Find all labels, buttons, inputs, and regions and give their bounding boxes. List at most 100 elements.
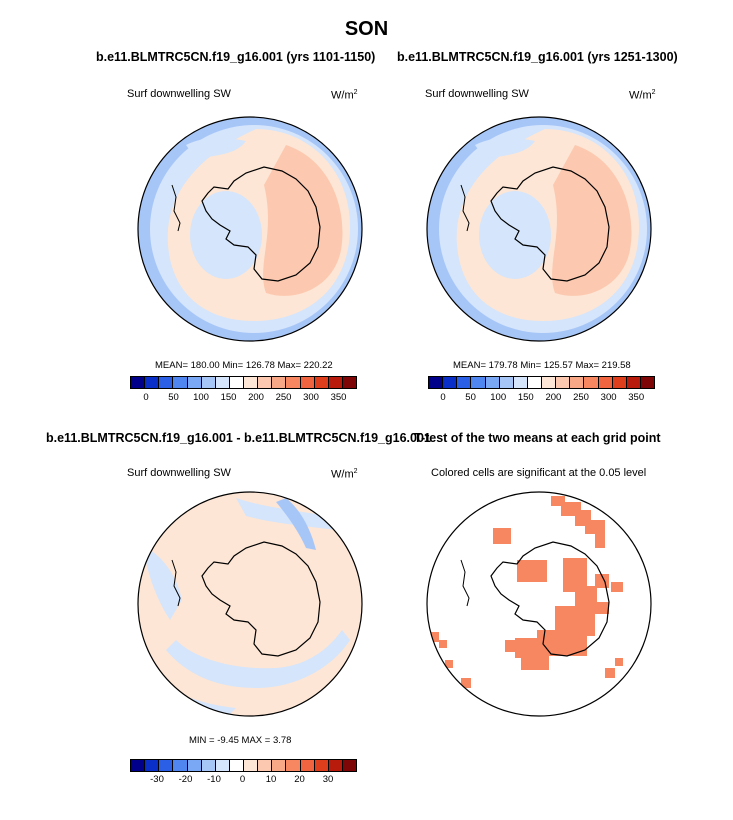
colorbar-tick-label: 0: [440, 392, 446, 403]
colorbar-swatch: [342, 760, 356, 771]
colorbar-swatch: [272, 377, 287, 388]
panel1-colorbar: [130, 376, 357, 389]
figure-title: SON: [344, 18, 389, 40]
colorbar-swatch: [258, 377, 273, 388]
colorbar-tick-label: 0: [239, 774, 246, 785]
colorbar-swatch: [443, 377, 458, 388]
panel2-map: [426, 116, 652, 342]
panel1-variable: Surf downwelling SW: [127, 88, 231, 100]
colorbar-swatch: [429, 377, 444, 388]
colorbar-swatch: [314, 377, 329, 388]
colorbar-tick-label: 0: [143, 392, 149, 403]
panel3-colorbar: [130, 759, 357, 772]
panel2-colorbar: [428, 376, 655, 389]
panel1-map: [137, 116, 363, 342]
panel4-title: T-test of the two means at each grid poi…: [414, 431, 661, 445]
colorbar-tick-label: 100: [490, 392, 507, 403]
colorbar-tick-label: 200: [545, 392, 562, 403]
colorbar-swatch: [499, 377, 514, 388]
units-base: W/m: [629, 89, 652, 102]
colorbar-swatch: [556, 377, 571, 388]
colorbar-swatch: [640, 377, 654, 388]
colorbar-swatch: [286, 377, 301, 388]
panel2-units: W/m2: [629, 89, 656, 102]
colorbar-tick-label: 250: [573, 392, 589, 403]
panel1-units: W/m2: [331, 89, 358, 102]
colorbar-swatch: [229, 760, 244, 771]
panel3-stats: MIN = -9.45 MAX = 3.78: [189, 735, 292, 746]
colorbar-tick-label: 250: [275, 392, 292, 403]
colorbar-swatch: [328, 377, 343, 388]
colorbar-swatch: [201, 760, 216, 771]
colorbar-swatch: [314, 760, 329, 771]
panel1-title: b.e11.BLMTRC5CN.f19_g16.001 (yrs 1101-11…: [96, 50, 376, 64]
panel2-variable: Surf downwelling SW: [425, 88, 529, 100]
colorbar-swatch: [485, 377, 500, 388]
panel3-units: W/m2: [331, 468, 358, 481]
colorbar-swatch: [542, 377, 557, 388]
colorbar-tick-label: -10: [207, 774, 221, 785]
colorbar-swatch: [173, 760, 188, 771]
colorbar-swatch: [215, 377, 230, 388]
colorbar-tick-label: 350: [628, 392, 645, 403]
colorbar-tick-label: -20: [178, 774, 193, 785]
panel3-variable: Surf downwelling SW: [127, 467, 231, 479]
colorbar-swatch: [342, 377, 356, 388]
colorbar-tick-label: 200: [248, 392, 264, 403]
colorbar-tick-label: 300: [303, 392, 319, 403]
colorbar-swatch: [513, 377, 528, 388]
colorbar-swatch: [159, 760, 174, 771]
colorbar-swatch: [300, 760, 315, 771]
panel2-title: b.e11.BLMTRC5CN.f19_g16.001 (yrs 1251-13…: [397, 50, 678, 64]
panel4-subtitle: Colored cells are significant at the 0.0…: [431, 467, 647, 479]
units-exponent: 2: [651, 89, 656, 96]
colorbar-tick-label: 50: [465, 392, 476, 403]
panel3-map: [137, 491, 363, 717]
colorbar-swatch: [457, 377, 472, 388]
units-base: W/m: [331, 89, 354, 102]
colorbar-tick-label: 100: [193, 392, 209, 403]
colorbar-swatch: [159, 377, 174, 388]
colorbar-swatch: [328, 760, 343, 771]
panel3-colorbar-ticks: -30 -20 -10 0 10 20 30: [0, 774, 733, 786]
colorbar-swatch: [145, 760, 160, 771]
colorbar-tick-label: 300: [600, 392, 617, 403]
colorbar-swatch: [187, 377, 202, 388]
colorbar-swatch: [187, 760, 202, 771]
colorbar-swatch: [258, 760, 273, 771]
colorbar-swatch: [300, 377, 315, 388]
colorbar-swatch: [229, 377, 244, 388]
panel2-stats: MEAN= 179.78 Min= 125.57 Max= 219.58: [453, 360, 631, 371]
colorbar-tick-label: 30: [322, 774, 334, 785]
colorbar-swatch: [286, 760, 301, 771]
units-exponent: 2: [353, 89, 358, 96]
panel1-colorbar-ticks: 0 50 100 150 200 250 300 350: [0, 392, 733, 404]
colorbar-tick-label: 150: [517, 392, 534, 403]
colorbar-tick-label: 10: [265, 774, 277, 785]
panel1-stats: MEAN= 180.00 Min= 126.78 Max= 220.22: [155, 360, 333, 371]
colorbar-swatch: [471, 377, 486, 388]
colorbar-swatch: [244, 760, 259, 771]
panel4-map: [426, 491, 652, 717]
colorbar-swatch: [145, 377, 160, 388]
colorbar-swatch: [131, 760, 146, 771]
colorbar-swatch: [173, 377, 188, 388]
colorbar-swatch: [244, 377, 259, 388]
colorbar-swatch: [131, 377, 146, 388]
colorbar-tick-label: 20: [294, 774, 305, 785]
colorbar-tick-label: 150: [220, 392, 237, 403]
colorbar-swatch: [201, 377, 216, 388]
panel3-title: b.e11.BLMTRC5CN.f19_g16.001 - b.e11.BLMT…: [46, 431, 431, 445]
colorbar-swatch: [584, 377, 599, 388]
units-base: W/m: [331, 468, 354, 481]
colorbar-swatch: [272, 760, 287, 771]
colorbar-swatch: [626, 377, 641, 388]
colorbar-tick-label: 50: [168, 392, 179, 403]
panel2-colorbar-ticks: 0 50 100 150 200 250 300 350: [0, 392, 733, 404]
colorbar-swatch: [598, 377, 613, 388]
units-exponent: 2: [353, 468, 358, 475]
colorbar-swatch: [612, 377, 627, 388]
colorbar-tick-label: -30: [150, 774, 164, 785]
colorbar-swatch: [570, 377, 585, 388]
colorbar-swatch: [215, 760, 230, 771]
